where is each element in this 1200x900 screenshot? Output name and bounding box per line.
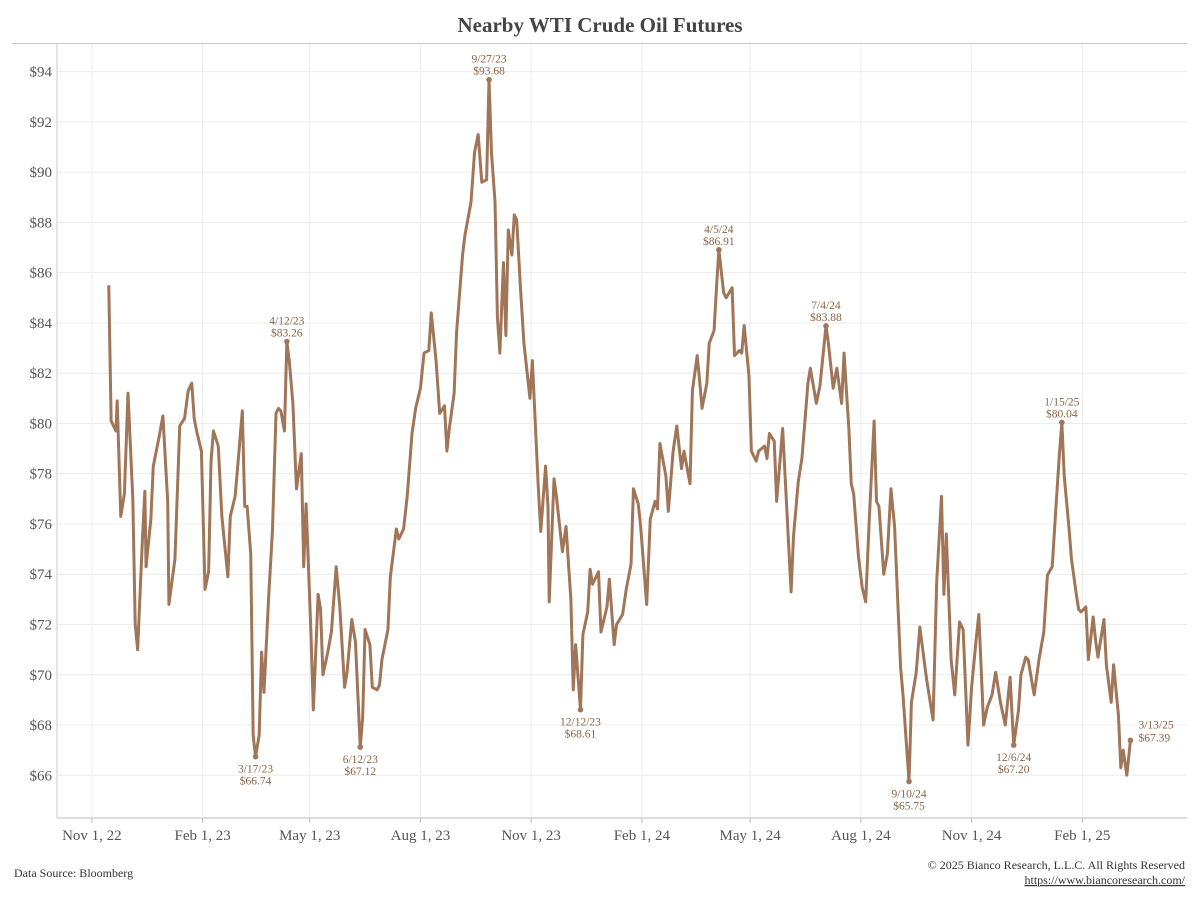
copyright: © 2025 Bianco Research, L.L.C. All Right… xyxy=(928,858,1185,872)
y-tick-label: $72 xyxy=(30,618,53,634)
x-tick-label: Nov 1, 24 xyxy=(942,828,1002,844)
y-tick-label: $76 xyxy=(30,517,53,533)
y-tick-label: $82 xyxy=(30,366,53,382)
annotation-date: 4/12/23 xyxy=(269,316,304,328)
annotation-dot xyxy=(906,778,912,785)
x-tick-label: Nov 1, 23 xyxy=(501,828,561,844)
y-tick-label: $78 xyxy=(30,467,53,483)
x-tick-label: Feb 1, 23 xyxy=(174,828,230,844)
source-note: Data Source: Bloomberg xyxy=(14,866,133,880)
annotation-value: $86.91 xyxy=(703,235,735,248)
annotation-value: $66.74 xyxy=(240,775,272,788)
annotation-value: $80.04 xyxy=(1046,407,1078,420)
y-tick-label: $70 xyxy=(30,668,53,684)
annotation-dot xyxy=(716,247,722,253)
annotation-dot xyxy=(486,76,492,83)
annotation-date: 12/12/23 xyxy=(560,717,601,729)
y-tick-label: $74 xyxy=(30,567,53,583)
annotation-dot xyxy=(1127,737,1134,744)
y-tick-label: $66 xyxy=(30,768,53,784)
annotation-value: $65.75 xyxy=(893,800,925,813)
x-tick-label: Feb 1, 25 xyxy=(1054,828,1110,844)
annotation-value: $67.39 xyxy=(1138,731,1170,744)
price-line xyxy=(107,78,1132,784)
annotation-dot xyxy=(1059,419,1065,426)
y-tick-label: $92 xyxy=(30,115,53,131)
annotation-dot xyxy=(1010,742,1017,748)
y-tick-label: $94 xyxy=(30,65,53,81)
annotation-date: 12/6/24 xyxy=(996,752,1031,764)
annotation-value: $68.61 xyxy=(565,728,597,741)
annotation-date: 4/5/24 xyxy=(704,224,734,236)
y-tick-label: $84 xyxy=(30,316,53,332)
x-tick-label: May 1, 24 xyxy=(720,828,782,844)
y-tick-label: $68 xyxy=(30,718,53,734)
annotation-value: $83.88 xyxy=(810,311,842,324)
website-link-text[interactable]: https://www.biancoresearch.com/ xyxy=(1024,873,1185,887)
x-tick-label: Aug 1, 23 xyxy=(391,828,451,844)
annotation-date: 3/13/25 xyxy=(1138,719,1173,731)
annotation-dot xyxy=(252,753,259,760)
annotation-value: $67.12 xyxy=(344,765,376,778)
annotation-dot xyxy=(357,744,364,750)
annotation-dot xyxy=(823,323,829,329)
annotation-value: $83.26 xyxy=(271,327,303,340)
annotation-date: 3/17/23 xyxy=(238,764,273,776)
website-link[interactable]: https://www.biancoresearch.com/ xyxy=(1024,873,1185,887)
y-tick-label: $80 xyxy=(30,416,53,432)
annotation-dot xyxy=(284,338,290,345)
x-tick-label: Nov 1, 22 xyxy=(62,828,122,844)
annotation-date: 1/15/25 xyxy=(1044,396,1079,408)
annotation-dot xyxy=(577,706,584,713)
annotation-date: 9/27/23 xyxy=(471,54,506,66)
annotation-value: $67.20 xyxy=(998,763,1030,776)
annotation-date: 9/10/24 xyxy=(891,789,926,801)
y-tick-label: $90 xyxy=(30,165,53,181)
x-tick-label: Feb 1, 24 xyxy=(614,828,671,844)
chart-title: Nearby WTI Crude Oil Futures xyxy=(457,13,742,37)
annotation-date: 7/4/24 xyxy=(811,300,841,312)
annotation-date: 6/12/23 xyxy=(343,754,378,766)
y-tick-label: $88 xyxy=(30,215,53,231)
annotation-value: $93.68 xyxy=(473,65,505,78)
y-tick-label: $86 xyxy=(30,266,53,282)
x-tick-label: Aug 1, 24 xyxy=(831,828,891,844)
x-tick-label: May 1, 23 xyxy=(279,828,340,844)
